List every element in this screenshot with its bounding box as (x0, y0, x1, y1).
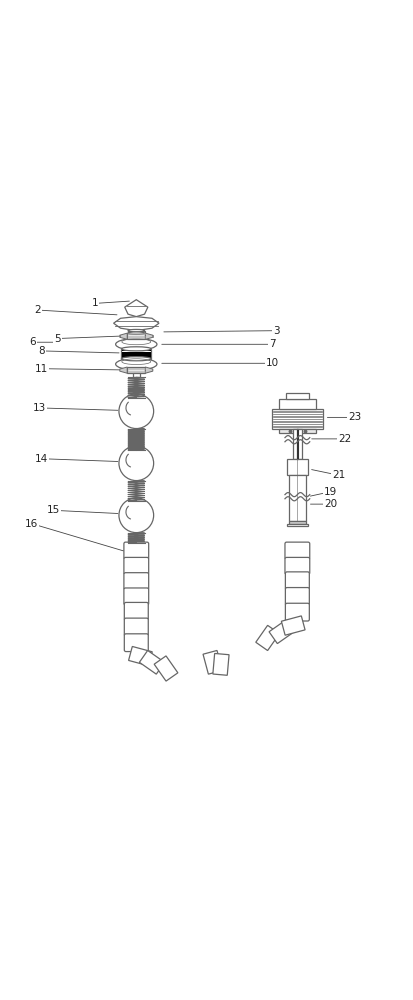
Text: 6: 6 (30, 337, 36, 347)
Polygon shape (120, 333, 127, 339)
FancyBboxPatch shape (285, 557, 310, 574)
Text: 11: 11 (35, 364, 48, 374)
Polygon shape (128, 646, 152, 666)
Text: 7: 7 (269, 339, 276, 349)
Polygon shape (145, 367, 153, 373)
Bar (287, 524, 308, 526)
Text: 5: 5 (55, 334, 61, 344)
Polygon shape (269, 620, 294, 644)
Text: 10: 10 (266, 358, 279, 368)
Circle shape (119, 498, 154, 533)
Polygon shape (125, 300, 148, 317)
FancyBboxPatch shape (124, 573, 149, 590)
FancyBboxPatch shape (285, 603, 309, 621)
Ellipse shape (121, 347, 151, 351)
FancyBboxPatch shape (124, 542, 149, 559)
Bar (122, 352, 151, 354)
Ellipse shape (116, 358, 157, 370)
Circle shape (119, 446, 154, 481)
Text: 3: 3 (273, 326, 280, 336)
Polygon shape (120, 367, 127, 373)
Ellipse shape (116, 339, 157, 350)
Text: 16: 16 (25, 519, 38, 529)
FancyBboxPatch shape (124, 557, 149, 574)
Bar (127, 367, 145, 373)
Text: 13: 13 (33, 403, 46, 413)
Bar (289, 521, 306, 524)
Ellipse shape (121, 357, 151, 361)
FancyBboxPatch shape (285, 588, 309, 605)
Circle shape (119, 394, 154, 429)
Bar (286, 393, 309, 399)
Text: 8: 8 (38, 346, 45, 356)
Ellipse shape (128, 329, 145, 332)
Polygon shape (213, 653, 229, 675)
FancyBboxPatch shape (124, 634, 148, 652)
Bar (121, 349, 151, 359)
Bar (122, 354, 151, 356)
FancyBboxPatch shape (285, 572, 309, 590)
Polygon shape (145, 333, 153, 339)
Polygon shape (256, 625, 280, 651)
Bar (287, 459, 308, 475)
Bar (272, 409, 323, 429)
Text: 22: 22 (338, 434, 351, 444)
Bar (128, 331, 145, 333)
Bar (293, 429, 302, 459)
Polygon shape (154, 656, 178, 681)
Text: 15: 15 (47, 505, 60, 515)
FancyBboxPatch shape (124, 588, 149, 605)
Ellipse shape (128, 332, 145, 334)
Polygon shape (281, 616, 305, 635)
Text: 2: 2 (34, 305, 40, 315)
Bar (289, 475, 306, 521)
Bar (133, 373, 140, 377)
FancyBboxPatch shape (124, 618, 148, 636)
FancyBboxPatch shape (285, 542, 310, 559)
Text: 23: 23 (349, 412, 362, 422)
FancyBboxPatch shape (124, 602, 148, 620)
Text: 14: 14 (35, 454, 48, 464)
Polygon shape (139, 650, 165, 674)
Bar (122, 350, 151, 351)
Text: 19: 19 (324, 487, 337, 497)
Bar (127, 333, 145, 339)
Bar (279, 399, 316, 409)
Bar (279, 429, 316, 433)
Bar (122, 356, 151, 358)
Polygon shape (203, 650, 222, 674)
Text: 21: 21 (332, 470, 345, 480)
Text: 20: 20 (324, 499, 337, 509)
Text: 1: 1 (92, 298, 98, 308)
Polygon shape (114, 317, 159, 331)
